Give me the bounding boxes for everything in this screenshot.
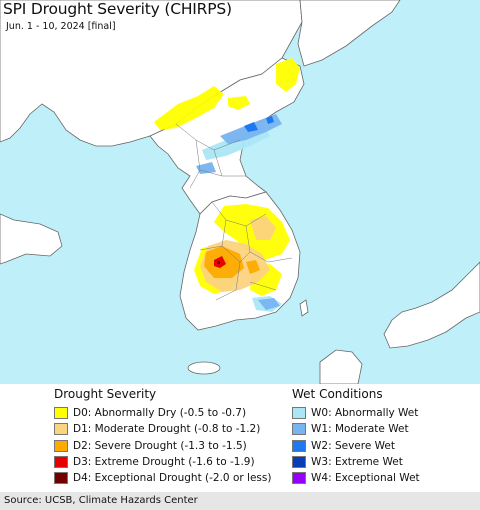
japan-land [383,261,480,349]
page-title: SPI Drought Severity (CHIRPS) [3,0,232,18]
swatch-d0 [54,407,68,420]
swatch-w4 [292,472,306,485]
source-credit: Source: UCSB, Climate Hazards Center [4,495,198,506]
w2-patches [244,116,274,132]
swatch-d4 [54,472,68,485]
date-subtitle: Jun. 1 - 10, 2024 [final] [6,21,116,32]
swatch-w3 [292,456,306,469]
legend-item-w1: W1: Moderate Wet [292,421,420,437]
legend-label-w4: W4: Exceptional Wet [311,472,420,485]
legend-item-d1: D1: Moderate Drought (-0.8 to -1.2) [54,421,271,437]
drought-map [0,0,480,384]
swatch-d2 [54,439,68,452]
drought-legend-title: Drought Severity [54,387,157,401]
legend-item-w0: W0: Abnormally Wet [292,405,420,421]
wet-legend: Wet Conditions W0: Abnormally Wet W1: Mo… [292,387,420,486]
tsushima-island [299,299,309,317]
legend-item-w2: W2: Severe Wet [292,438,420,454]
d4-patches [217,261,220,264]
legend-item-w3: W3: Extreme Wet [292,454,420,470]
china-land [0,0,303,147]
china-land-southwest [0,213,63,265]
legend-label-w3: W3: Extreme Wet [311,456,403,469]
legend-label-d4: D4: Exceptional Drought (-2.0 or less) [73,472,272,485]
japan-kyushu [319,349,363,384]
legend-item-d4: D4: Exceptional Drought (-2.0 or less) [54,470,271,486]
swatch-w0 [292,407,306,420]
swatch-w2 [292,439,306,452]
legend-label-d1: D1: Moderate Drought (-0.8 to -1.2) [73,423,261,436]
province-borders [175,123,293,301]
legend-label-w0: W0: Abnormally Wet [311,407,419,420]
wet-legend-title: Wet Conditions [292,387,383,401]
legend-label-d2: D2: Severe Drought (-1.3 to -1.5) [73,439,247,452]
footer-bar: Source: UCSB, Climate Hazards Center [0,492,480,510]
swatch-d3 [54,456,68,469]
legend-item-d3: D3: Extreme Drought (-1.6 to -1.9) [54,454,271,470]
legend-item-w4: W4: Exceptional Wet [292,470,420,486]
legend-item-d0: D0: Abnormally Dry (-0.5 to -0.7) [54,405,271,421]
russia-land [297,0,401,67]
legend-label-w2: W2: Severe Wet [311,439,395,452]
legend-label-w1: W1: Moderate Wet [311,423,409,436]
drought-legend: Drought Severity D0: Abnormally Dry (-0.… [54,387,271,486]
swatch-w1 [292,423,306,436]
jeju-island [187,361,221,375]
legend-label-d3: D3: Extreme Drought (-1.6 to -1.9) [73,456,255,469]
legend-label-d0: D0: Abnormally Dry (-0.5 to -0.7) [73,407,247,420]
swatch-d1 [54,423,68,436]
legend-item-d2: D2: Severe Drought (-1.3 to -1.5) [54,438,271,454]
d0-patches [154,58,300,296]
